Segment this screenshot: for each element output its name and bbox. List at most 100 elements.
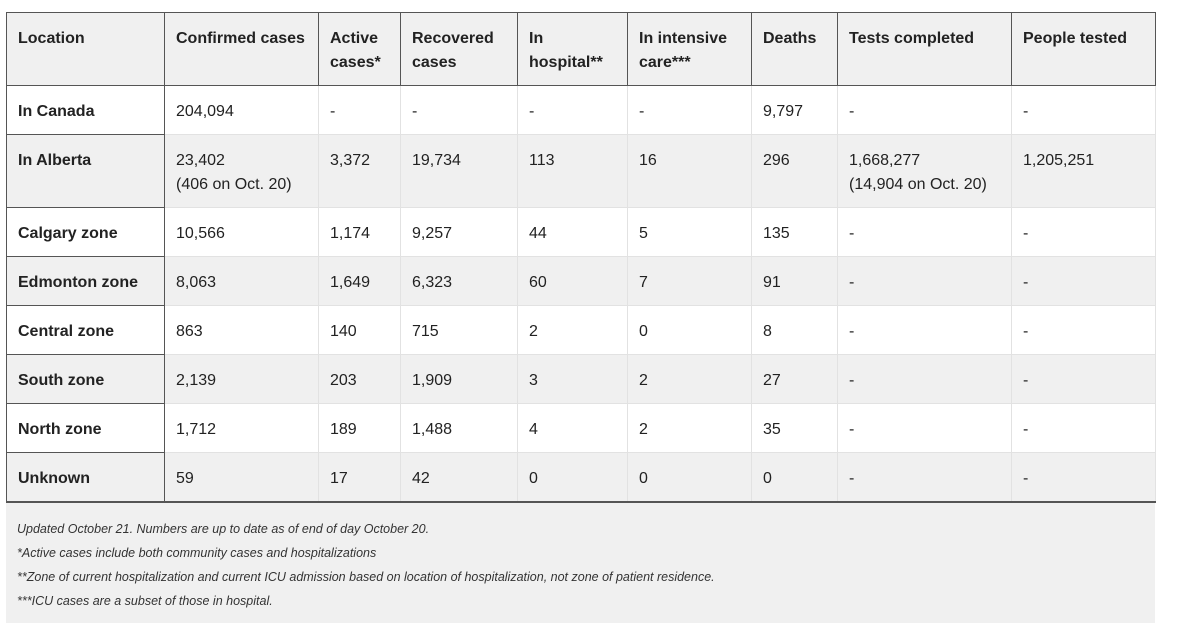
row-location: In Alberta xyxy=(6,134,165,208)
row-location: Central zone xyxy=(6,305,165,355)
recovered-cell: 715 xyxy=(400,305,518,355)
header-in-hospital: In hospital** xyxy=(517,12,628,86)
footnote-icu: ***ICU cases are a subset of those in ho… xyxy=(17,594,273,608)
table-row: Unknown 59 17 42 0 0 0 - - xyxy=(6,452,1156,503)
deaths-cell: 135 xyxy=(751,207,838,257)
icu-cell: 16 xyxy=(627,134,752,208)
footnote-active-cases: *Active cases include both community cas… xyxy=(17,546,377,560)
active-cell: 189 xyxy=(318,403,401,453)
row-location: Calgary zone xyxy=(6,207,165,257)
covid-stats-table: Location Confirmed cases Active cases* R… xyxy=(6,12,1156,503)
active-cell: 1,174 xyxy=(318,207,401,257)
covid-stats-table-container: Location Confirmed cases Active cases* R… xyxy=(6,12,1156,623)
people-tested-cell: - xyxy=(1011,452,1156,503)
table-row: North zone 1,712 189 1,488 4 2 35 - - xyxy=(6,403,1156,453)
footnote-hospital-zone: **Zone of current hospitalization and cu… xyxy=(17,570,715,584)
people-tested-cell: - xyxy=(1011,403,1156,453)
confirmed-value: 23,402 xyxy=(176,152,225,169)
hospital-cell: 3 xyxy=(517,354,628,404)
row-location: North zone xyxy=(6,403,165,453)
tests-cell: - xyxy=(837,452,1012,503)
deaths-cell: 8 xyxy=(751,305,838,355)
active-cell: 203 xyxy=(318,354,401,404)
tests-value: - xyxy=(849,103,855,120)
recovered-cell: 9,257 xyxy=(400,207,518,257)
header-people-tested: People tested xyxy=(1011,12,1156,86)
table-row: Calgary zone 10,566 1,174 9,257 44 5 135… xyxy=(6,207,1156,257)
header-tests-completed: Tests completed xyxy=(837,12,1012,86)
confirmed-daily-note: (406 on Oct. 20) xyxy=(176,176,292,193)
tests-cell: - xyxy=(837,305,1012,355)
icu-cell: 7 xyxy=(627,256,752,306)
people-tested-cell: 1,205,251 xyxy=(1011,134,1156,208)
recovered-cell: 19,734 xyxy=(400,134,518,208)
icu-cell: 0 xyxy=(627,305,752,355)
table-header: Location Confirmed cases Active cases* R… xyxy=(6,12,1156,86)
icu-cell: 0 xyxy=(627,452,752,503)
confirmed-cell: 10,566 xyxy=(164,207,319,257)
tests-value: 1,668,277 xyxy=(849,152,921,169)
header-row: Location Confirmed cases Active cases* R… xyxy=(6,12,1156,86)
confirmed-cell: 1,712 xyxy=(164,403,319,453)
header-recovered-cases: Recovered cases xyxy=(400,12,518,86)
recovered-cell: 6,323 xyxy=(400,256,518,306)
table-row: South zone 2,139 203 1,909 3 2 27 - - xyxy=(6,354,1156,404)
active-cell: 140 xyxy=(318,305,401,355)
icu-cell: 5 xyxy=(627,207,752,257)
row-location: Unknown xyxy=(6,452,165,503)
tests-cell: - xyxy=(837,256,1012,306)
icu-cell: 2 xyxy=(627,354,752,404)
people-tested-cell: - xyxy=(1011,207,1156,257)
hospital-cell: 0 xyxy=(517,452,628,503)
table-body: In Canada 204,094 - - - - 9,797 - - In A… xyxy=(6,85,1156,503)
people-tested-cell: - xyxy=(1011,305,1156,355)
hospital-cell: 44 xyxy=(517,207,628,257)
tests-daily-note: (14,904 on Oct. 20) xyxy=(849,176,987,193)
people-tested-cell: - xyxy=(1011,354,1156,404)
hospital-cell: - xyxy=(517,85,628,135)
confirmed-cell: 863 xyxy=(164,305,319,355)
hospital-cell: 113 xyxy=(517,134,628,208)
active-cell: 17 xyxy=(318,452,401,503)
header-confirmed-cases: Confirmed cases xyxy=(164,12,319,86)
table-row: In Canada 204,094 - - - - 9,797 - - xyxy=(6,85,1156,135)
deaths-cell: 9,797 xyxy=(751,85,838,135)
recovered-cell: - xyxy=(400,85,518,135)
tests-cell: - xyxy=(837,207,1012,257)
row-location: South zone xyxy=(6,354,165,404)
header-location: Location xyxy=(6,12,165,86)
people-tested-cell: - xyxy=(1011,85,1156,135)
recovered-cell: 42 xyxy=(400,452,518,503)
table-row: Edmonton zone 8,063 1,649 6,323 60 7 91 … xyxy=(6,256,1156,306)
confirmed-cell: 23,402 (406 on Oct. 20) xyxy=(164,134,319,208)
header-intensive-care: In intensive care*** xyxy=(627,12,752,86)
table-row: In Alberta 23,402 (406 on Oct. 20) 3,372… xyxy=(6,134,1156,208)
hospital-cell: 2 xyxy=(517,305,628,355)
deaths-cell: 35 xyxy=(751,403,838,453)
people-tested-cell: - xyxy=(1011,256,1156,306)
deaths-cell: 296 xyxy=(751,134,838,208)
active-cell: 3,372 xyxy=(318,134,401,208)
header-active-cases: Active cases* xyxy=(318,12,401,86)
tests-cell: - xyxy=(837,354,1012,404)
tests-cell: - xyxy=(837,403,1012,453)
hospital-cell: 4 xyxy=(517,403,628,453)
hospital-cell: 60 xyxy=(517,256,628,306)
deaths-cell: 27 xyxy=(751,354,838,404)
table-row: Central zone 863 140 715 2 0 8 - - xyxy=(6,305,1156,355)
icu-cell: 2 xyxy=(627,403,752,453)
deaths-cell: 91 xyxy=(751,256,838,306)
row-location: In Canada xyxy=(6,85,165,135)
active-cell: 1,649 xyxy=(318,256,401,306)
confirmed-cell: 204,094 xyxy=(164,85,319,135)
confirmed-cell: 59 xyxy=(164,452,319,503)
row-location: Edmonton zone xyxy=(6,256,165,306)
tests-cell: - xyxy=(837,85,1012,135)
confirmed-cell: 2,139 xyxy=(164,354,319,404)
deaths-cell: 0 xyxy=(751,452,838,503)
footnote-updated: Updated October 21. Numbers are up to da… xyxy=(17,522,430,536)
active-cell: - xyxy=(318,85,401,135)
header-deaths: Deaths xyxy=(751,12,838,86)
table-footnotes: Updated October 21. Numbers are up to da… xyxy=(6,503,1155,623)
recovered-cell: 1,909 xyxy=(400,354,518,404)
